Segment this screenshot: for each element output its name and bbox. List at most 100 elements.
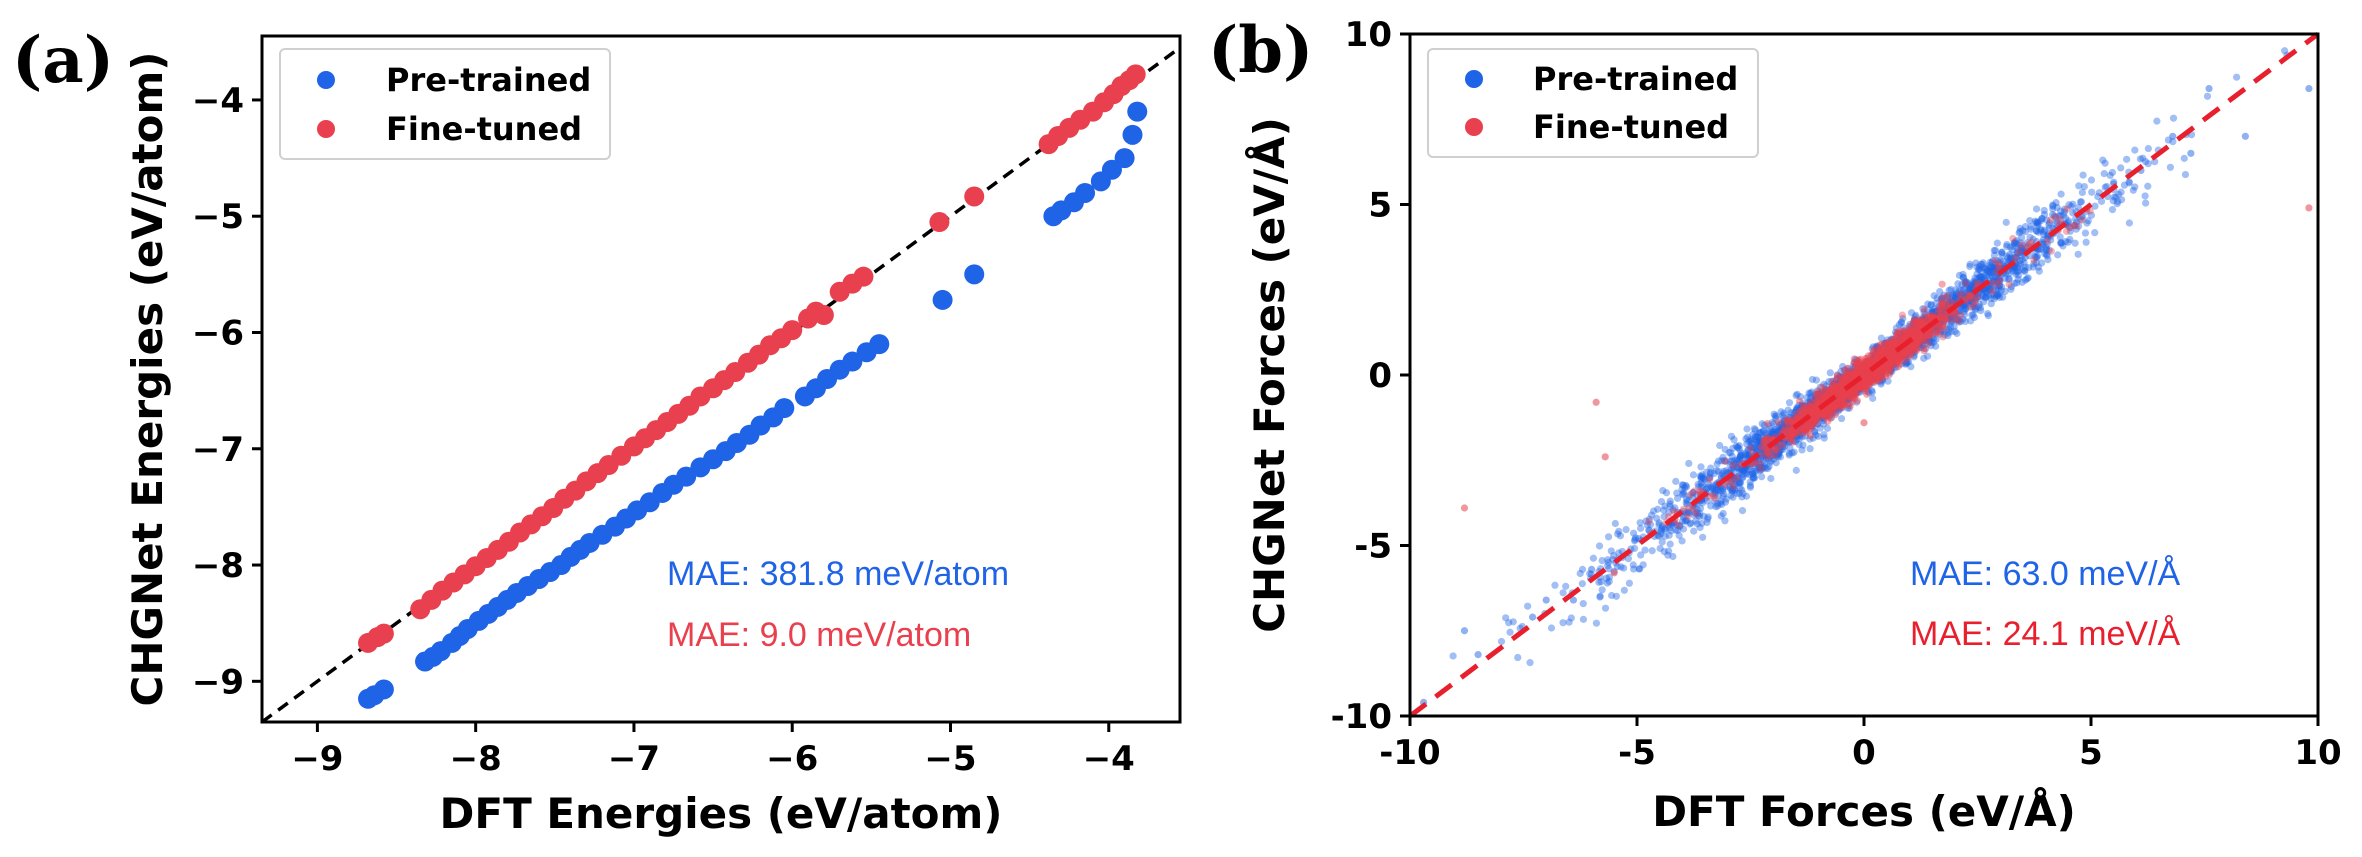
panel-b-pretrained-point bbox=[1716, 499, 1725, 507]
panel-b-pretrained-point bbox=[1831, 383, 1839, 391]
panel-b-pretrained-point bbox=[2080, 182, 2088, 191]
panel-b-pretrained-point bbox=[1778, 443, 1787, 451]
panel-b-pretrained-point bbox=[1859, 368, 1867, 376]
panel-a-finetuned-point bbox=[782, 320, 803, 341]
panel-b-finetuned-point bbox=[1821, 386, 1829, 394]
panel-b-pretrained-point bbox=[1819, 420, 1828, 428]
panel-b-pretrained-point bbox=[1685, 492, 1693, 500]
panel-b-pretrained-point bbox=[1769, 430, 1777, 439]
panel-b-pretrained-point bbox=[1700, 474, 1708, 483]
panel-b-pretrained-point bbox=[1880, 339, 1888, 348]
panel-b-pretrained-point bbox=[1982, 294, 1990, 302]
panel-b-pretrained-point bbox=[1780, 422, 1789, 431]
panel-b-pretrained-point bbox=[1912, 340, 1920, 348]
panel-b-pretrained-point bbox=[1936, 287, 1944, 296]
panel-b-pretrained-point bbox=[1808, 405, 1816, 414]
panel-b-pretrained-point bbox=[1592, 619, 1601, 627]
panel-b-pretrained-point bbox=[1703, 518, 1711, 527]
panel-b-pretrained-point bbox=[1987, 268, 1995, 277]
panel-b-pretrained-point bbox=[1743, 466, 1752, 474]
panel-b-pretrained-point bbox=[1506, 628, 1514, 636]
panel-b-pretrained-point bbox=[1896, 353, 1905, 361]
panel-b-pretrained-point bbox=[2023, 239, 2031, 247]
panel-b-pretrained-point bbox=[1962, 279, 1970, 287]
panel-a-pretrained-point bbox=[1101, 159, 1122, 180]
panel-b-pretrained-point bbox=[1891, 352, 1899, 360]
panel-b-pretrained-point bbox=[1878, 371, 1886, 379]
panel-b-pretrained-point bbox=[1782, 422, 1791, 430]
panel-a-label: (a) bbox=[12, 23, 114, 98]
panel-b-pretrained-point bbox=[1741, 465, 1749, 473]
panel-b-xtick-label: -10 bbox=[1379, 733, 1440, 773]
panel-b-pretrained-point bbox=[2002, 218, 2010, 226]
panel-b-pretrained-point bbox=[1976, 263, 1984, 271]
panel-b-pretrained-point bbox=[1902, 360, 1910, 368]
panel-b-finetuned-point bbox=[1870, 377, 1878, 385]
panel-b-pretrained-point bbox=[1743, 425, 1751, 433]
panel-b-pretrained-point bbox=[1965, 295, 1974, 304]
panel-b-pretrained-point bbox=[1987, 266, 1996, 274]
panel-b-pretrained-point bbox=[1818, 395, 1826, 403]
panel-b-pretrained-point bbox=[1889, 347, 1897, 355]
panel-b-pretrained-point bbox=[2038, 215, 2046, 223]
panel-b-pretrained-point bbox=[1842, 390, 1850, 399]
panel-b-pretrained-point bbox=[2066, 227, 2074, 235]
panel-b-pretrained-point bbox=[1845, 393, 1853, 402]
panel-b-pretrained-point bbox=[2049, 201, 2057, 209]
panel-b-pretrained-point bbox=[1820, 411, 1828, 420]
panel-b-pretrained-point bbox=[1700, 512, 1708, 520]
panel-b-pretrained-point bbox=[1983, 267, 1991, 276]
panel-b-pretrained-point bbox=[1914, 333, 1923, 341]
panel-b-pretrained-point bbox=[2142, 158, 2150, 166]
panel-b-pretrained-point bbox=[1962, 288, 1970, 297]
panel-b-pretrained-point bbox=[1722, 467, 1730, 475]
panel-b-pretrained-point bbox=[1625, 579, 1634, 587]
panel-b-pretrained-point bbox=[1999, 257, 2007, 265]
panel-b-finetuned-point bbox=[2005, 280, 2013, 288]
panel-b-pretrained-point bbox=[1551, 581, 1559, 589]
panel-b-pretrained-point bbox=[1787, 421, 1795, 429]
panel-b-pretrained-point bbox=[1812, 416, 1820, 425]
panel-a-xtick-label: −7 bbox=[608, 739, 660, 779]
panel-b-pretrained-point bbox=[2037, 226, 2045, 234]
panel-b-pretrained-point bbox=[1874, 347, 1882, 355]
panel-b-pretrained-point bbox=[1686, 520, 1694, 528]
panel-b-pretrained-point bbox=[1943, 322, 1951, 331]
panel-b-pretrained-point bbox=[1820, 430, 1828, 439]
panel-b-pretrained-point bbox=[1975, 265, 1983, 273]
panel-b-pretrained-point bbox=[1685, 509, 1693, 517]
panel-b-pretrained-point bbox=[1834, 391, 1842, 399]
panel-b-pretrained-point bbox=[1901, 332, 1909, 340]
panel-b-pretrained-point bbox=[1814, 390, 1822, 398]
panel-b-pretrained-point bbox=[1834, 404, 1843, 413]
panel-a-legend-pretrained: Pre-trained bbox=[386, 61, 591, 99]
panel-b-pretrained-point bbox=[1631, 536, 1639, 544]
panel-b-pretrained-point bbox=[1687, 519, 1695, 527]
panel-b-finetuned-point bbox=[1645, 517, 1653, 526]
panel-b-pretrained-point bbox=[1874, 351, 1883, 359]
panel-b-pretrained-point bbox=[1681, 517, 1689, 525]
panel-b-pretrained-point bbox=[1636, 524, 1645, 532]
panel-b-finetuned-point bbox=[1674, 521, 1683, 529]
panel-b-pretrained-point bbox=[1862, 374, 1870, 382]
panel-b-pretrained-point bbox=[1974, 293, 1982, 301]
panel-b-pretrained-point bbox=[2027, 223, 2035, 231]
panel-b-pretrained-point bbox=[1909, 346, 1917, 354]
panel-b-pretrained-point bbox=[2123, 155, 2131, 163]
panel-b-pretrained-point bbox=[1762, 454, 1771, 462]
panel-b-pretrained-point bbox=[1736, 465, 1744, 473]
panel-b-mae-pretrained: MAE: 63.0 meV/Å bbox=[1910, 555, 2181, 593]
panel-b-pretrained-point bbox=[1779, 445, 1787, 454]
panel-b-pretrained-point bbox=[1579, 615, 1588, 623]
panel-b-pretrained-point bbox=[1969, 300, 1977, 308]
panel-b-pretrained-point bbox=[1835, 390, 1843, 399]
panel-b-pretrained-point bbox=[1858, 369, 1867, 378]
panel-b-pretrained-point bbox=[1589, 554, 1598, 562]
panel-b-pretrained-point bbox=[1980, 274, 1988, 282]
panel-b-pretrained-point bbox=[1923, 336, 1931, 344]
panel-b-pretrained-point bbox=[1637, 551, 1645, 559]
panel-a-plot-frame bbox=[260, 34, 1182, 724]
panel-b-pretrained-point bbox=[1865, 376, 1873, 384]
panel-b-pretrained-point bbox=[1868, 386, 1876, 395]
panel-b-pretrained-point bbox=[1630, 544, 1639, 552]
